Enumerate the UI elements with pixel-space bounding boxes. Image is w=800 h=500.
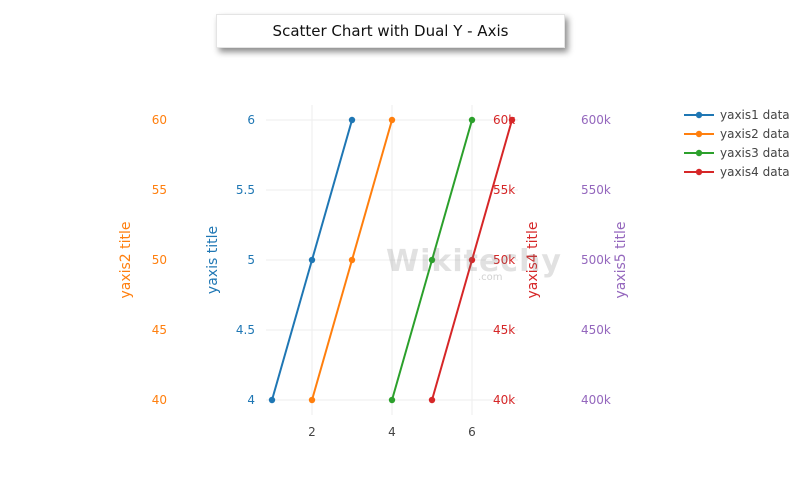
yaxis2-tick-label: 50	[152, 253, 167, 267]
legend-label: yaxis3 data	[720, 146, 790, 160]
data-point	[388, 116, 396, 124]
data-point	[308, 256, 316, 264]
data-point	[348, 116, 356, 124]
data-point	[428, 256, 436, 264]
yaxis5-tick-label: 400k	[581, 393, 611, 407]
data-point	[268, 396, 276, 404]
x-axis-ticks: 2 4 6	[308, 425, 476, 439]
yaxis2-title: yaxis2 title	[118, 221, 134, 298]
legend-label: yaxis2 data	[720, 127, 790, 141]
data-point	[428, 396, 436, 404]
watermark-domain: .com	[478, 272, 503, 283]
series-3	[388, 116, 476, 404]
legend-label: yaxis4 data	[720, 165, 790, 179]
yaxis4-tick-label: 40k	[493, 393, 515, 407]
yaxis-axis: 4 4.5 5 5.5 6 yaxis title	[205, 113, 255, 407]
yaxis5-tick-label: 450k	[581, 323, 611, 337]
yaxis4-tick-label: 60k	[493, 113, 515, 127]
yaxis-tick-label: 4	[247, 393, 255, 407]
series-4	[428, 116, 516, 404]
data-point	[468, 256, 476, 264]
legend: yaxis1 data yaxis2 data yaxis3 data yaxis4 …	[684, 108, 790, 179]
yaxis5-tick-label: 550k	[581, 183, 611, 197]
chart-title-box: Scatter Chart with Dual Y - Axis	[216, 14, 565, 48]
data-point	[348, 256, 356, 264]
yaxis4-axis: 40k 45k 50k 55k 60k yaxis4 title	[493, 113, 541, 407]
data-point	[468, 116, 476, 124]
x-tick-label: 2	[308, 425, 316, 439]
yaxis-tick-label: 4.5	[236, 323, 255, 337]
data-point	[388, 396, 396, 404]
legend-marker	[695, 130, 703, 138]
yaxis-title: yaxis title	[205, 226, 221, 294]
data-point	[308, 396, 316, 404]
yaxis4-tick-label: 50k	[493, 253, 515, 267]
legend-label: yaxis1 data	[720, 108, 790, 122]
yaxis2-tick-label: 55	[152, 183, 167, 197]
yaxis2-tick-label: 60	[152, 113, 167, 127]
series-1	[268, 116, 356, 404]
yaxis2-tick-label: 45	[152, 323, 167, 337]
series-2	[308, 116, 396, 404]
yaxis5-tick-label: 600k	[581, 113, 611, 127]
yaxis4-tick-label: 45k	[493, 323, 515, 337]
yaxis4-tick-label: 55k	[493, 183, 515, 197]
x-tick-label: 4	[388, 425, 396, 439]
yaxis2-axis: 40 45 50 55 60 yaxis2 title	[118, 113, 167, 407]
yaxis-tick-label: 5.5	[236, 183, 255, 197]
yaxis5-axis: 400k 450k 500k 550k 600k yaxis5 title	[581, 113, 629, 407]
legend-marker	[695, 149, 703, 157]
yaxis-tick-label: 5	[247, 253, 255, 267]
yaxis5-title: yaxis5 title	[613, 221, 629, 298]
data-point	[508, 116, 516, 124]
yaxis4-title: yaxis4 title	[525, 221, 541, 298]
watermark-logo: Wikitechy	[386, 244, 562, 279]
yaxis2-tick-label: 40	[152, 393, 167, 407]
legend-marker	[695, 168, 703, 176]
legend-marker	[695, 111, 703, 119]
yaxis5-tick-label: 500k	[581, 253, 611, 267]
yaxis-tick-label: 6	[247, 113, 255, 127]
chart-title: Scatter Chart with Dual Y - Axis	[272, 22, 509, 40]
x-tick-label: 6	[468, 425, 476, 439]
